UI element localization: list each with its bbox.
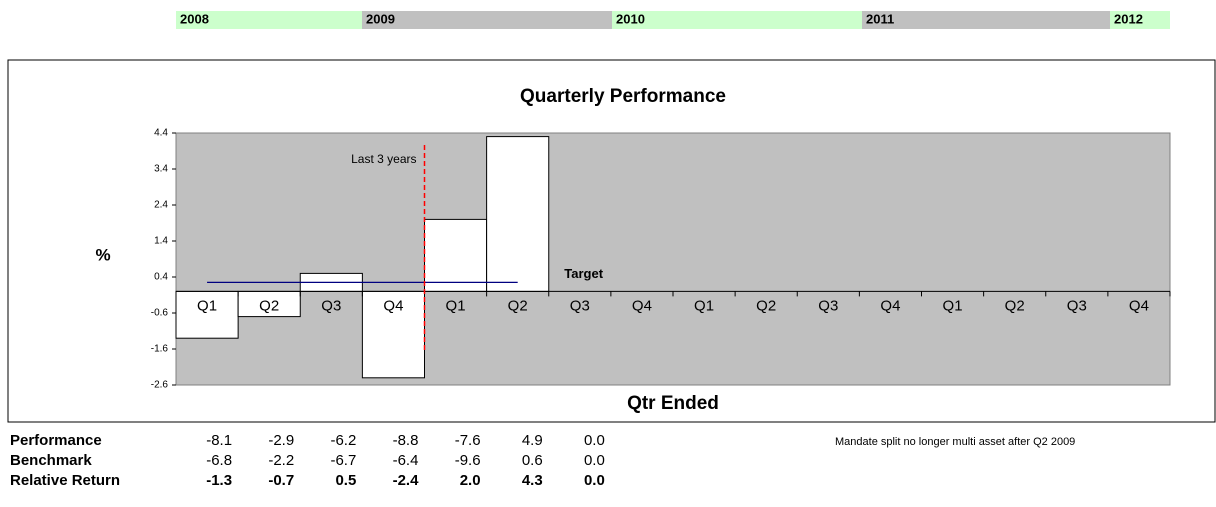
year-cell <box>612 11 862 29</box>
annotation: Last 3 years <box>351 152 416 166</box>
cell: -9.6 <box>455 452 481 469</box>
x-tick-label: Q4 <box>383 297 403 314</box>
y-tick-label: 1.4 <box>154 236 168 247</box>
year-cell <box>1110 11 1170 29</box>
row-label: Benchmark <box>10 452 92 469</box>
year-cell <box>862 11 1110 29</box>
cell: -8.8 <box>393 432 419 449</box>
cell: -6.4 <box>393 452 419 469</box>
y-tick-label: 0.4 <box>154 272 168 283</box>
x-axis-label: Qtr Ended <box>627 393 719 414</box>
bar <box>175 290 239 339</box>
x-tick-label: Q1 <box>694 297 714 314</box>
cell: -8.1 <box>206 432 232 449</box>
cell: -6.2 <box>330 432 356 449</box>
cell: 0.0 <box>584 432 605 449</box>
x-tick-label: Q2 <box>1005 297 1025 314</box>
cell: -6.8 <box>206 452 232 469</box>
x-tick-label: Q1 <box>197 297 217 314</box>
y-tick-label: 3.4 <box>154 164 168 175</box>
cell: -6.7 <box>330 452 356 469</box>
x-tick-label: Q2 <box>259 297 279 314</box>
x-tick-label: Q1 <box>943 297 963 314</box>
y-tick-label: -1.6 <box>151 344 169 355</box>
bar <box>486 136 550 292</box>
y-axis-label: % <box>95 245 110 264</box>
cell: 0.5 <box>335 472 356 489</box>
cell: -2.9 <box>268 432 294 449</box>
x-tick-label: Q1 <box>446 297 466 314</box>
note: Mandate split no longer multi asset afte… <box>835 436 1075 448</box>
cell: -7.6 <box>455 432 481 449</box>
cell: 4.3 <box>522 472 543 489</box>
year-label: 2012 <box>1114 11 1143 26</box>
year-cell <box>176 11 362 29</box>
x-tick-label: Q4 <box>632 297 652 314</box>
plot-area <box>175 132 1171 386</box>
cell: -2.2 <box>268 452 294 469</box>
year-label: 2010 <box>616 11 645 26</box>
x-tick-label: Q2 <box>508 297 528 314</box>
x-tick-label: Q3 <box>570 297 590 314</box>
year-label: 2011 <box>866 11 894 26</box>
chart-title: Quarterly Performance <box>520 86 726 107</box>
cell: 0.0 <box>584 452 605 469</box>
cell: 0.0 <box>584 472 605 489</box>
year-label: 2008 <box>180 11 209 26</box>
x-tick-label: Q4 <box>880 297 900 314</box>
bar <box>424 218 488 292</box>
cell: 2.0 <box>460 472 481 489</box>
row-label: Relative Return <box>10 472 120 489</box>
x-tick-label: Q3 <box>321 297 341 314</box>
y-tick-label: 2.4 <box>154 200 168 211</box>
year-label: 2009 <box>366 11 395 26</box>
bar <box>361 290 425 379</box>
x-tick-label: Q4 <box>1129 297 1149 314</box>
bar <box>237 290 301 318</box>
cell: 0.6 <box>522 452 543 469</box>
cell: -2.4 <box>393 472 420 489</box>
x-tick-label: Q3 <box>818 297 838 314</box>
y-tick-label: 4.4 <box>154 128 168 139</box>
cell: -1.3 <box>206 472 232 489</box>
cell: -0.7 <box>268 472 294 489</box>
x-tick-label: Q3 <box>1067 297 1087 314</box>
year-cell <box>362 11 612 29</box>
y-tick-label: -0.6 <box>151 308 169 319</box>
row-label: Performance <box>10 432 102 449</box>
cell: 4.9 <box>522 432 543 449</box>
x-tick-label: Q2 <box>756 297 776 314</box>
y-tick-label: -2.6 <box>151 380 169 391</box>
target-label: Target <box>564 266 603 281</box>
